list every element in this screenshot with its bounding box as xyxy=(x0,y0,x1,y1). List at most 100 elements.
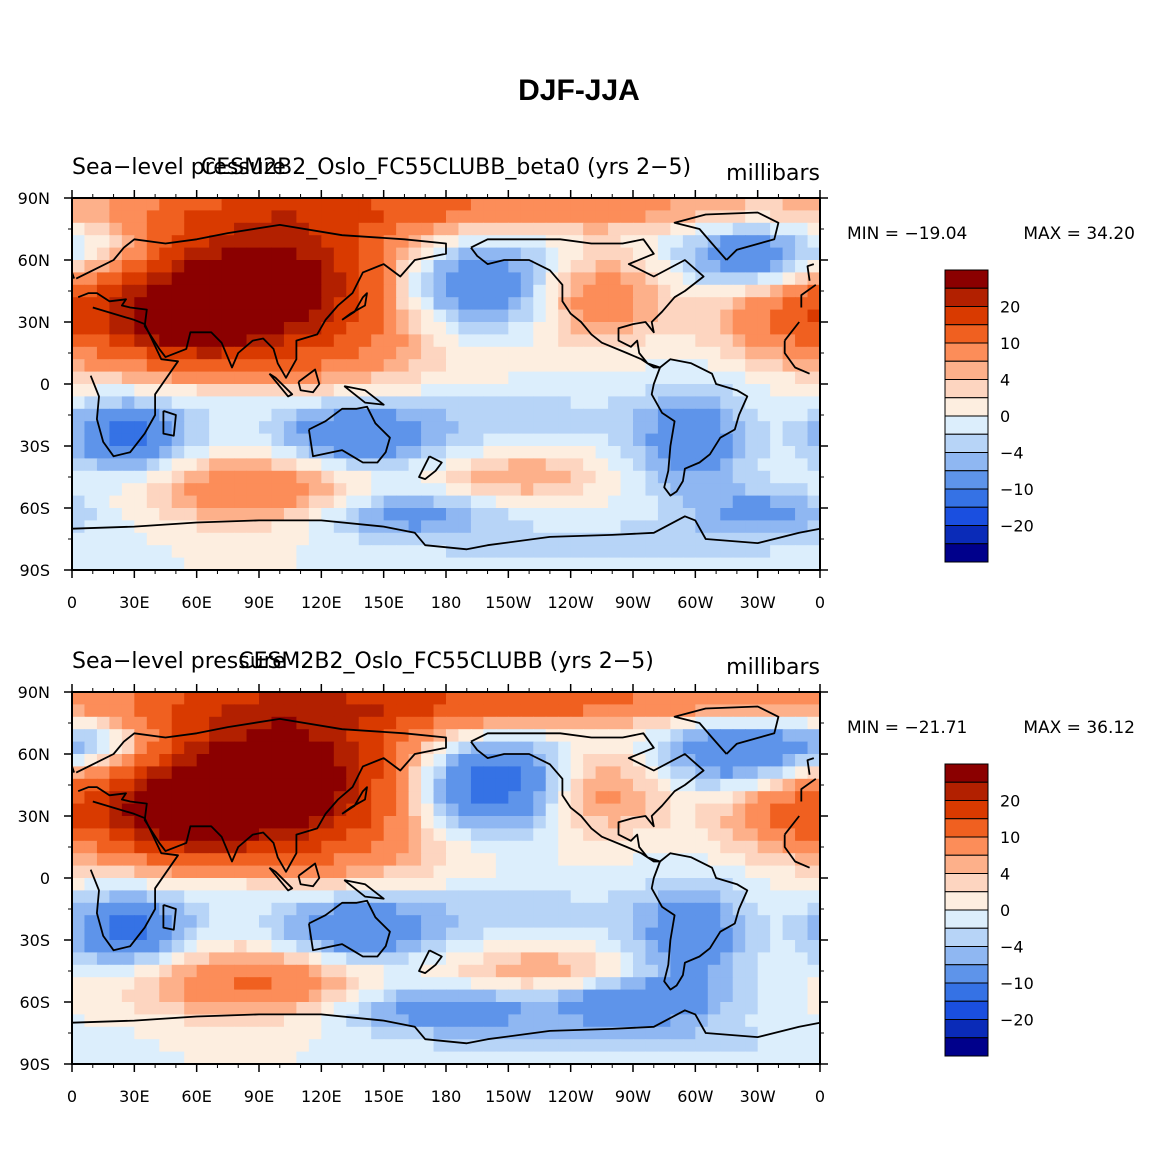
field-cell xyxy=(657,222,671,236)
field-cell xyxy=(346,865,360,879)
field-cell xyxy=(171,446,185,459)
field-cell xyxy=(171,791,185,805)
field-cell xyxy=(246,235,260,249)
field-cell xyxy=(807,803,821,817)
field-cell xyxy=(508,272,522,286)
field-cell xyxy=(433,1014,447,1028)
field-cell xyxy=(508,309,522,323)
field-cell xyxy=(458,198,472,211)
field-cell xyxy=(396,878,410,891)
field-cell xyxy=(508,704,522,718)
field-cell xyxy=(583,989,597,1003)
field-cell xyxy=(608,952,622,966)
field-cell xyxy=(433,260,447,273)
field-cell xyxy=(159,915,173,929)
field-cell xyxy=(508,878,522,891)
field-cell xyxy=(682,483,696,497)
field-cell xyxy=(720,1051,734,1065)
field-cell xyxy=(121,532,135,546)
field-cell xyxy=(633,964,647,978)
field-cell xyxy=(470,470,484,484)
field-cell xyxy=(470,198,484,211)
field-cell xyxy=(283,247,297,261)
field-cell xyxy=(346,272,360,286)
field-cell xyxy=(259,754,273,767)
field-cell xyxy=(595,222,609,236)
field-cell xyxy=(558,1014,572,1028)
field-cell xyxy=(109,483,123,497)
field-cell xyxy=(620,977,634,991)
field-cell xyxy=(96,1026,110,1040)
field-cell xyxy=(458,309,472,323)
field-cell xyxy=(109,704,123,718)
field-cell xyxy=(358,816,372,829)
field-cell xyxy=(333,803,347,817)
field-cell xyxy=(433,890,447,904)
field-cell xyxy=(134,421,148,435)
coastline xyxy=(783,321,800,342)
field-cell xyxy=(271,890,285,904)
field-cell xyxy=(795,940,809,953)
field-cell xyxy=(72,322,86,335)
field-cell xyxy=(695,865,709,879)
field-cell xyxy=(408,766,422,780)
field-cell xyxy=(495,359,509,373)
field-cell xyxy=(745,977,759,991)
field-cell xyxy=(396,408,410,422)
field-cell xyxy=(508,754,522,767)
field-cell xyxy=(645,334,659,348)
field-cell xyxy=(308,545,322,559)
field-cell xyxy=(470,977,484,991)
field-cell xyxy=(421,433,435,447)
field-cell xyxy=(446,1014,460,1028)
field-cell xyxy=(570,927,584,941)
field-cell xyxy=(271,741,285,755)
field-cell xyxy=(259,940,273,953)
field-cell xyxy=(645,532,659,546)
field-cell xyxy=(196,952,210,966)
field-cell xyxy=(570,272,584,286)
field-cell xyxy=(446,508,460,521)
field-cell xyxy=(633,1039,647,1053)
field-cell xyxy=(396,210,410,224)
field-cell xyxy=(184,902,198,916)
field-cell xyxy=(795,433,809,447)
field-cell xyxy=(259,853,273,867)
field-cell xyxy=(346,989,360,1003)
field-cell xyxy=(633,384,647,397)
field-cell xyxy=(321,1026,335,1040)
field-cell xyxy=(134,508,148,521)
field-cell xyxy=(408,989,422,1003)
field-cell xyxy=(470,359,484,373)
field-cell xyxy=(508,520,522,534)
field-cell xyxy=(371,1039,385,1053)
field-cell xyxy=(695,198,709,211)
field-cell xyxy=(707,483,721,497)
field-cell xyxy=(620,716,634,730)
field-cell xyxy=(608,408,622,422)
field-cell xyxy=(72,198,86,211)
field-cell xyxy=(221,198,235,211)
field-cell xyxy=(321,210,335,224)
field-cell xyxy=(508,692,522,705)
field-cell xyxy=(458,865,472,879)
field-cell xyxy=(396,433,410,447)
field-cell xyxy=(408,890,422,904)
field-cell xyxy=(657,545,671,559)
field-cell xyxy=(421,791,435,805)
field-cell xyxy=(196,803,210,817)
field-cell xyxy=(333,557,347,571)
field-cell xyxy=(408,520,422,534)
field-cell xyxy=(259,433,273,447)
field-cell xyxy=(795,915,809,929)
field-cell xyxy=(184,260,198,273)
field-cell xyxy=(670,729,684,743)
field-cell xyxy=(595,816,609,829)
colorbar-label: 10 xyxy=(1000,334,1020,353)
field-cell xyxy=(72,334,86,348)
field-cell xyxy=(508,557,522,571)
field-cell xyxy=(570,816,584,829)
field-cell xyxy=(408,977,422,991)
field-cell xyxy=(732,816,746,829)
